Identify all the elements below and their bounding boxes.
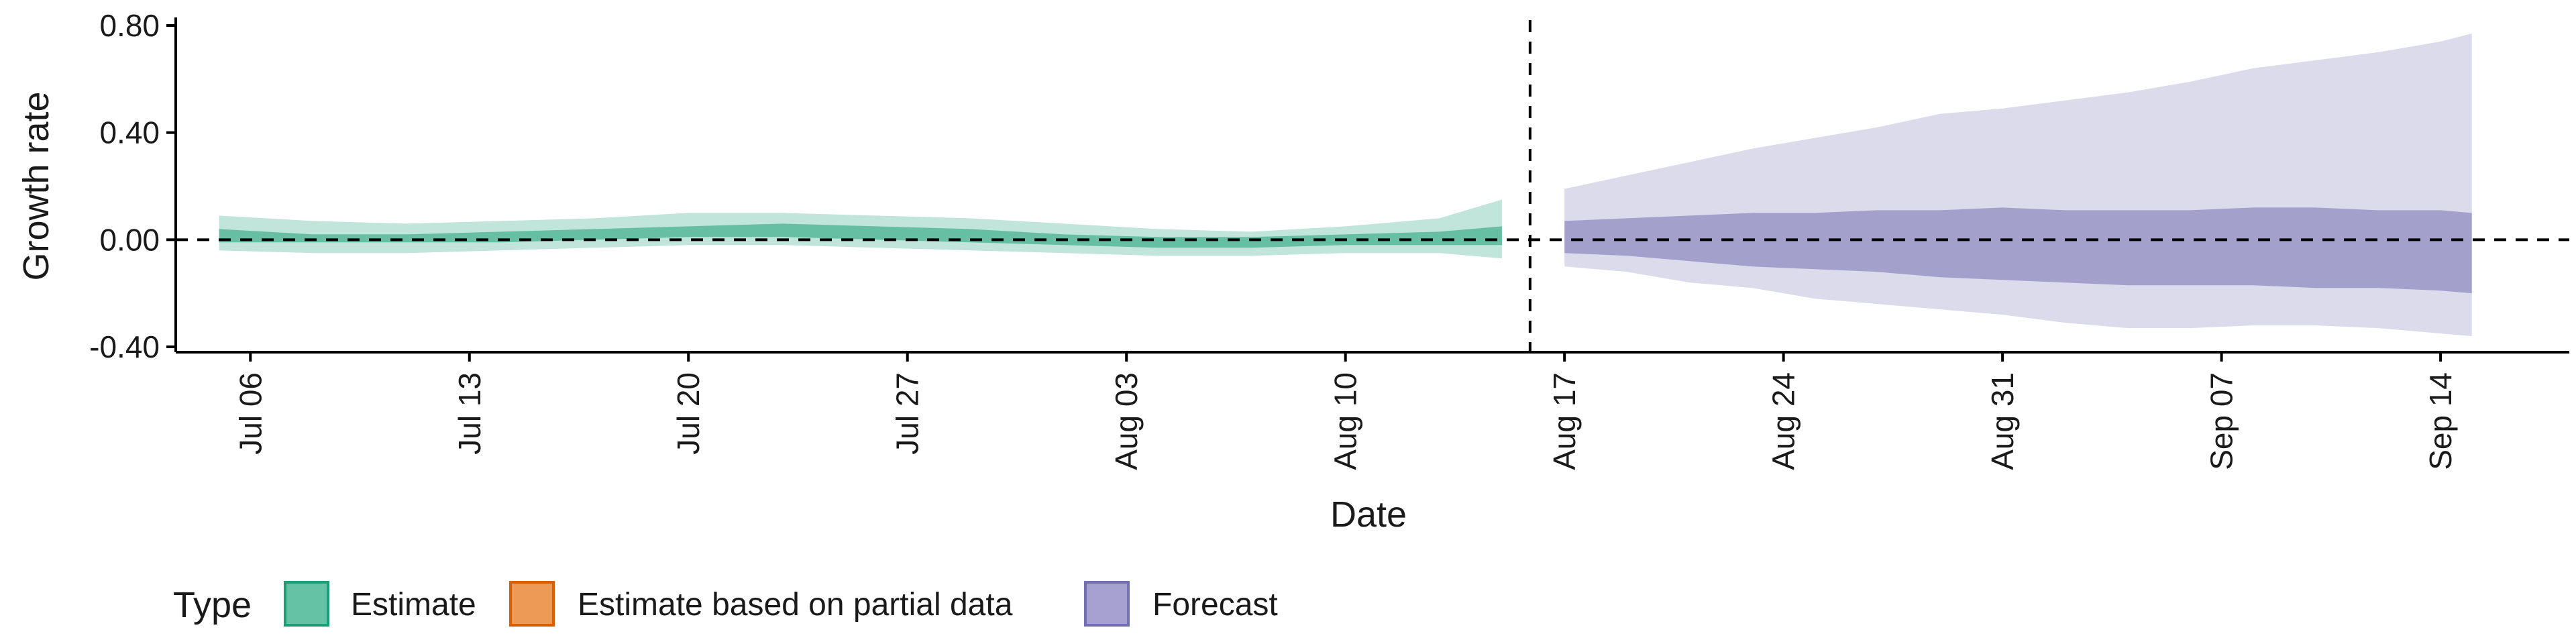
forecast-ribbon-90 — [1564, 34, 2472, 336]
legend-title: Type — [173, 585, 252, 625]
legend-label: Forecast — [1152, 587, 1278, 623]
ribbons-layer — [219, 34, 2472, 336]
y-tick-label: 0.40 — [99, 115, 160, 150]
x-tick-label: Aug 24 — [1766, 372, 1801, 470]
x-tick-label: Aug 03 — [1109, 372, 1144, 470]
legend-label: Estimate based on partial data — [578, 587, 1013, 623]
axes: -0.40 0.00 0.40 0.80 Jul 06 Jul 13 Jul 20 Jul 2… — [16, 8, 2569, 535]
forecast-ribbon-50 — [1564, 207, 2472, 294]
x-tick-label: Aug 10 — [1328, 372, 1363, 470]
x-tick-label: Sep 07 — [2204, 372, 2239, 470]
x-tick-label: Aug 17 — [1547, 372, 1582, 470]
y-tick-label: 0.00 — [99, 222, 160, 257]
legend-key-estimate — [284, 581, 329, 627]
x-tick-label: Sep 14 — [2423, 372, 2458, 470]
x-tick-label: Jul 20 — [671, 372, 706, 455]
legend-label: Estimate — [351, 587, 476, 623]
y-tick-label: 0.80 — [99, 8, 160, 43]
legend: Type Estimate Estimate based on partial da… — [173, 581, 1278, 627]
x-tick-label: Jul 27 — [890, 372, 925, 455]
y-axis-title: Growth rate — [16, 91, 56, 280]
y-tick-label: -0.40 — [89, 329, 160, 364]
legend-key-forecast — [1084, 581, 1130, 627]
legend-key-estimate-based-on-partial-data — [509, 581, 555, 627]
estimate-ribbon-50 — [219, 223, 1502, 248]
x-axis-title: Date — [1330, 494, 1407, 535]
x-tick-label: Jul 06 — [233, 372, 268, 455]
x-tick-label: Aug 31 — [1985, 372, 2020, 470]
x-tick-label: Jul 13 — [452, 372, 487, 455]
